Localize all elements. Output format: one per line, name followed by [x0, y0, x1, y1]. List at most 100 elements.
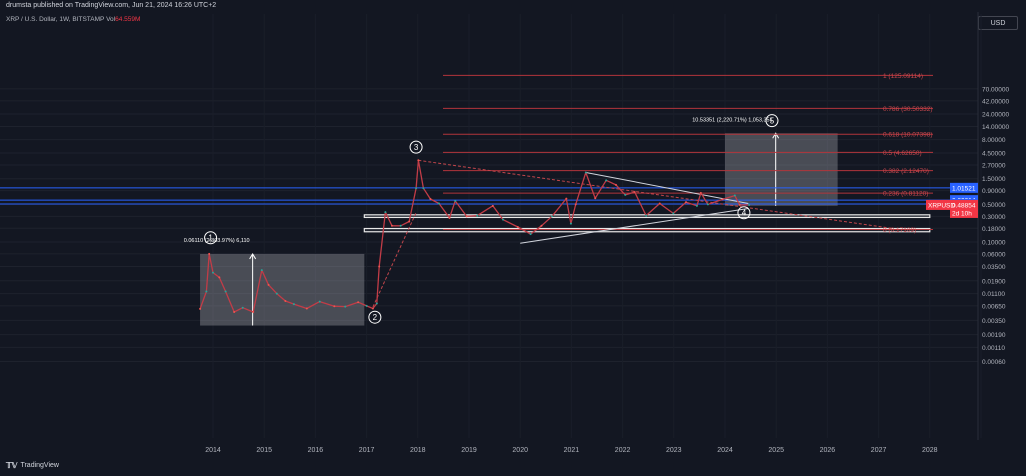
x-tick-label: 2021 — [564, 447, 580, 454]
footer: 𝕋𝕍 TradingView — [6, 461, 59, 470]
price-point — [371, 307, 374, 310]
x-tick-label: 2020 — [512, 447, 528, 454]
price-point — [417, 159, 420, 162]
measure-label: 0.06110 (2,303.97%) 6,110 — [184, 238, 250, 244]
price-point — [672, 212, 675, 215]
price-point — [699, 191, 702, 194]
price-point — [569, 222, 572, 225]
y-tick-label: 24.00000 — [982, 111, 1009, 118]
price-point — [399, 224, 402, 227]
trendline-dashed-rise — [372, 212, 417, 308]
x-tick-label: 2025 — [768, 447, 784, 454]
time-axis[interactable]: 2014 2015 2016 2017 2018 2019 2020 2021 2022 2023… — [205, 447, 937, 454]
price-point — [218, 276, 221, 279]
price-point — [241, 306, 244, 309]
price-level-tag: 1.01521 — [952, 185, 976, 192]
x-tick-label: 2023 — [666, 447, 682, 454]
fib-label: 0.236 (0.81120) — [883, 191, 928, 198]
symbol-tag-bg — [926, 199, 950, 210]
price-level-tag-bg — [950, 182, 978, 193]
wave-circle — [368, 310, 382, 324]
fib-label: 0.382 (2.12470) — [883, 168, 929, 175]
price-point — [390, 224, 393, 227]
y-tick-label: 0.18000 — [982, 226, 1006, 233]
wave-label: 4 — [742, 209, 747, 218]
wave-circle — [737, 206, 751, 220]
price-axis[interactable]: 70.00000 42.00000 24.00000 14.00000 8.00000 4… — [977, 12, 1009, 440]
y-tick-label: 0.00060 — [982, 359, 1006, 366]
price-point — [344, 305, 347, 308]
price-point — [491, 204, 494, 207]
wave-label: 3 — [414, 143, 419, 152]
price-point — [516, 226, 519, 229]
price-point — [429, 197, 432, 200]
price-point — [252, 310, 255, 313]
price-point — [448, 216, 451, 219]
price-point — [594, 197, 597, 200]
price-point — [684, 201, 687, 204]
x-tick-label: 2027 — [871, 447, 887, 454]
y-tick-label: 42.00000 — [982, 98, 1009, 105]
price-point — [375, 302, 378, 305]
price-point — [267, 283, 270, 286]
trendlines — [372, 159, 892, 308]
x-tick-label: 2024 — [717, 447, 733, 454]
fib-label: 0.786 (30.50332) — [883, 106, 933, 113]
price-point — [333, 305, 336, 308]
fib-label: 0 (0.17109) — [883, 227, 916, 234]
y-tick-label: 0.50000 — [982, 202, 1006, 209]
fib-label: 0.5 (4.62650) — [883, 150, 922, 157]
wave-label: 5 — [770, 117, 775, 126]
y-tick-label: 0.00110 — [982, 345, 1005, 352]
price-point — [224, 290, 227, 293]
publisher-line: drumsta published on TradingView.com, Ju… — [6, 2, 217, 9]
price-point — [551, 215, 554, 218]
trendline-support — [520, 207, 749, 244]
measure-label: 10.53351 (2,220.71%) 1,053,351 — [692, 117, 772, 123]
last-price-tag-bg — [950, 199, 978, 218]
price-point — [260, 269, 263, 272]
symbol-info: XRP / U.S. Dollar, 1W, BITSTAMP Vol64.55… — [6, 16, 140, 23]
y-tick-label: 70.00000 — [982, 86, 1009, 93]
price-point — [529, 233, 532, 236]
y-tick-label: 14.00000 — [982, 124, 1009, 131]
measure-arrowhead — [249, 252, 257, 260]
price-point — [633, 190, 636, 193]
price-point — [275, 292, 278, 295]
x-tick-label: 2016 — [308, 447, 324, 454]
price-point — [318, 300, 321, 303]
price-point — [721, 198, 724, 201]
price-point — [738, 203, 741, 206]
y-tick-label: 2.70000 — [982, 162, 1006, 169]
y-tick-label: 0.03500 — [982, 264, 1006, 271]
volume-value: 64.559M — [115, 16, 141, 23]
x-tick-label: 2018 — [410, 447, 426, 454]
price-point — [292, 303, 295, 306]
price-series-line — [199, 159, 750, 313]
price-point — [748, 203, 751, 206]
y-tick-label: 0.00650 — [982, 303, 1006, 310]
price-point — [502, 218, 505, 221]
y-tick-label: 8.00000 — [982, 137, 1006, 144]
price-point — [465, 215, 468, 218]
price-point — [476, 214, 479, 217]
price-point — [574, 203, 577, 206]
price-point — [365, 304, 368, 307]
y-tick-label: 0.30000 — [982, 214, 1006, 221]
price-point — [645, 214, 648, 217]
fib-label: 0.618 (10.07398) — [883, 132, 933, 139]
symbol-title[interactable]: XRP / U.S. Dollar, 1W, BITSTAMP — [6, 16, 105, 23]
tradingview-logo-icon[interactable]: 𝕋𝕍 — [6, 461, 18, 470]
price-point — [605, 179, 608, 182]
price-point — [614, 183, 617, 186]
price-point — [540, 224, 543, 227]
price-point — [695, 204, 698, 207]
measure-box — [725, 133, 838, 206]
wave-label: 1 — [208, 234, 213, 243]
price-point — [422, 187, 425, 190]
price-point — [212, 271, 214, 274]
y-tick-label: 0.00350 — [982, 318, 1006, 325]
price-point — [378, 265, 381, 268]
price-point — [408, 220, 411, 223]
